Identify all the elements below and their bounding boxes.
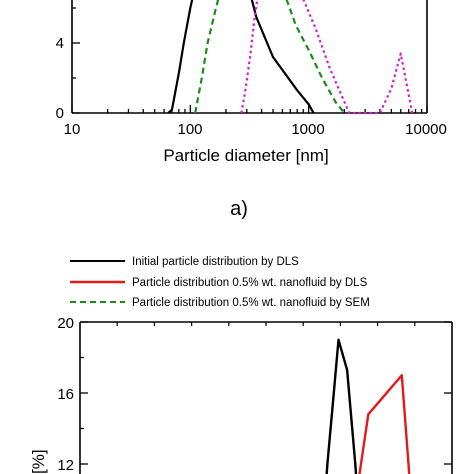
x-tick-label-1000: 1000	[291, 121, 324, 138]
series-a-line-5	[302, 0, 414, 115]
ticks-a	[71, 7, 428, 114]
series-b-line-1	[358, 374, 411, 474]
y-tick-label-4: 4	[56, 35, 64, 52]
legend-label-initial-dls: Initial particle distribution by DLS	[132, 256, 299, 268]
y-axis-title-b: [%]	[29, 449, 48, 474]
y-tick-label-0: 0	[56, 105, 64, 122]
y-tick-label-20: 20	[57, 315, 74, 332]
series-b	[325, 338, 411, 474]
series-a-line-4	[240, 0, 259, 114]
series-a-line-2	[194, 0, 220, 114]
series-a-line-3	[285, 0, 346, 114]
y-tick-label-12: 12	[57, 457, 74, 474]
x-axis-title-a: Particle diameter [nm]	[163, 146, 328, 165]
series-a-line-0	[167, 0, 194, 114]
ticks-b	[80, 321, 452, 465]
x-tick-label-10: 10	[64, 121, 81, 138]
y-tick-label-16: 16	[57, 386, 74, 403]
x-tick-label-100: 100	[177, 121, 202, 138]
panel-b: 20 16 12 [%]	[29, 315, 453, 474]
series-b-line-0	[325, 338, 358, 474]
legend-label-nanofluid-sem: Particle distribution 0.5% wt. nanofluid…	[132, 297, 370, 309]
series-a	[167, 0, 414, 115]
legend: Initial particle distribution by DLS Par…	[70, 256, 370, 309]
panel-label-a: a)	[230, 198, 248, 220]
series-a-line-1	[250, 0, 315, 114]
legend-label-nanofluid-dls: Particle distribution 0.5% wt. nanofluid…	[132, 277, 368, 289]
x-tick-label-10000: 10000	[405, 121, 447, 138]
panel-a: 0 4 10 100 1000 10000 Particle diameter …	[56, 0, 447, 220]
